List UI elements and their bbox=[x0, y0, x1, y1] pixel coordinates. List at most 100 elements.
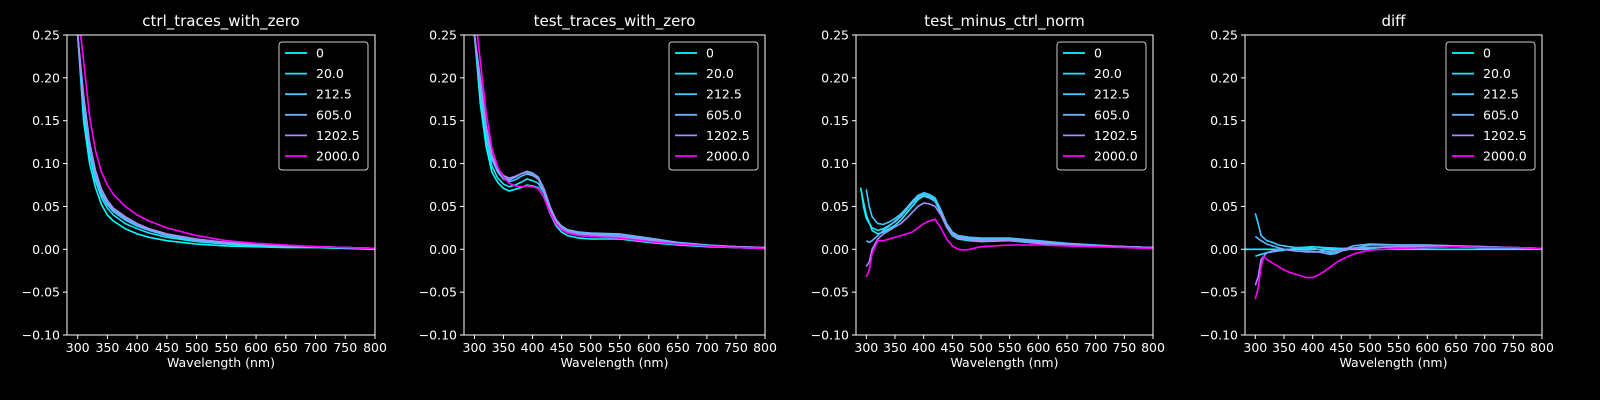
series-group bbox=[859, 187, 1153, 278]
x-tick-label: 750 bbox=[333, 340, 357, 355]
x-tick-label: 450 bbox=[1329, 340, 1353, 355]
chart-title: test_traces_with_zero bbox=[534, 12, 696, 31]
y-tick-label: 0.25 bbox=[429, 28, 457, 43]
y-tick-label: 0.00 bbox=[821, 242, 849, 257]
y-tick-label: 0.25 bbox=[821, 28, 849, 43]
legend-label: 2000.0 bbox=[706, 149, 750, 164]
x-axis-label: Wavelength (nm) bbox=[951, 355, 1059, 370]
x-tick-label: 350 bbox=[883, 340, 907, 355]
x-tick-label: 300 bbox=[1243, 340, 1267, 355]
chart-panel-1: 300 350 400 450 500 550 600 650 700 750 800 −0.10 −0… bbox=[22, 12, 387, 370]
y-tick-label: 0.20 bbox=[429, 70, 457, 85]
chart-title: test_minus_ctrl_norm bbox=[924, 12, 1085, 31]
y-tick-label: −0.10 bbox=[419, 328, 457, 343]
y-tick-label: 0.20 bbox=[32, 70, 60, 85]
x-tick-label: 600 bbox=[244, 340, 268, 355]
y-tick-label: 0.15 bbox=[821, 113, 849, 128]
legend-label: 1202.5 bbox=[1483, 128, 1527, 143]
legend-label: 212.5 bbox=[316, 87, 352, 102]
series-group bbox=[1245, 213, 1542, 300]
x-tick-label: 700 bbox=[695, 340, 719, 355]
y-tick-label: −0.05 bbox=[1200, 285, 1238, 300]
legend-label: 0 bbox=[1483, 46, 1491, 61]
y-tick-label: 0.15 bbox=[429, 113, 457, 128]
chart-panel-3: 300 350 400 450 500 550 600 650 700 750 800 −0.10 −0… bbox=[811, 12, 1165, 370]
legend-label: 20.0 bbox=[706, 66, 734, 81]
y-tick-label: −0.05 bbox=[22, 285, 60, 300]
x-tick-label: 500 bbox=[185, 340, 209, 355]
chart-panel-2: 300 350 400 450 500 550 600 650 700 750 800 −0.10 −0… bbox=[419, 12, 777, 370]
legend-label: 1202.5 bbox=[316, 128, 360, 143]
series-line-2000.0 bbox=[79, 35, 375, 250]
legend-label: 2000.0 bbox=[1483, 149, 1527, 164]
x-tick-label: 450 bbox=[155, 340, 179, 355]
axes-frame bbox=[855, 34, 1154, 336]
axes-frame bbox=[66, 34, 376, 336]
x-tick-label: 450 bbox=[550, 340, 574, 355]
x-tick-label: 600 bbox=[1026, 340, 1050, 355]
x-tick-label: 550 bbox=[1387, 340, 1411, 355]
legend: 0 20.0 212.5 605.0 1202.5 2000.0 bbox=[1056, 41, 1147, 171]
series-group bbox=[473, 35, 765, 250]
legend-label: 212.5 bbox=[1094, 87, 1130, 102]
y-tick-label: 0.25 bbox=[32, 28, 60, 43]
y-tick-label: 0.10 bbox=[429, 156, 457, 171]
legend-label: 605.0 bbox=[1483, 107, 1519, 122]
x-tick-label: 400 bbox=[125, 340, 149, 355]
legend-label: 20.0 bbox=[1094, 66, 1122, 81]
x-tick-label: 550 bbox=[998, 340, 1022, 355]
y-tick-label: 0.15 bbox=[32, 113, 60, 128]
y-tick-label: 0.20 bbox=[1210, 70, 1238, 85]
x-tick-label: 450 bbox=[940, 340, 964, 355]
x-tick-label: 800 bbox=[1530, 340, 1554, 355]
series-line-605.0 bbox=[865, 194, 1153, 249]
y-tick-label: 0.00 bbox=[429, 242, 457, 257]
legend-label: 1202.5 bbox=[1094, 128, 1138, 143]
chart-panel-4: 300 350 400 450 500 550 600 650 700 750 800 −0.10 −0… bbox=[1200, 12, 1554, 370]
y-tick-label: 0.15 bbox=[1210, 113, 1238, 128]
series-line-20.0 bbox=[76, 35, 375, 250]
legend-label: 0 bbox=[316, 46, 324, 61]
y-tick-label: 0.10 bbox=[1210, 156, 1238, 171]
series-line-1202.5 bbox=[865, 202, 1153, 267]
legend-label: 2000.0 bbox=[1094, 149, 1138, 164]
axes-frame bbox=[1244, 34, 1543, 336]
y-tick-label: −0.05 bbox=[811, 285, 849, 300]
x-tick-label: 350 bbox=[492, 340, 516, 355]
series-line-212.5 bbox=[865, 189, 1153, 249]
y-tick-label: −0.10 bbox=[22, 328, 60, 343]
x-tick-label: 650 bbox=[274, 340, 298, 355]
x-tick-label: 650 bbox=[666, 340, 690, 355]
legend-label: 0 bbox=[706, 46, 714, 61]
legend-label: 20.0 bbox=[1483, 66, 1511, 81]
x-tick-label: 800 bbox=[363, 340, 387, 355]
y-tick-label: −0.10 bbox=[1200, 328, 1238, 343]
y-tick-label: −0.05 bbox=[419, 285, 457, 300]
x-tick-label: 650 bbox=[1055, 340, 1079, 355]
x-tick-label: 500 bbox=[969, 340, 993, 355]
x-tick-label: 500 bbox=[1358, 340, 1382, 355]
legend: 0 20.0 212.5 605.0 1202.5 2000.0 bbox=[278, 41, 369, 171]
x-tick-label: 400 bbox=[1301, 340, 1325, 355]
legend-label: 1202.5 bbox=[706, 128, 750, 143]
legend-label: 212.5 bbox=[706, 87, 742, 102]
y-tick-label: 0.05 bbox=[1210, 199, 1238, 214]
x-tick-label: 400 bbox=[912, 340, 936, 355]
x-tick-label: 600 bbox=[637, 340, 661, 355]
y-tick-label: 0.00 bbox=[1210, 242, 1238, 257]
legend: 0 20.0 212.5 605.0 1202.5 2000.0 bbox=[1445, 41, 1536, 171]
x-tick-label: 300 bbox=[854, 340, 878, 355]
x-tick-label: 750 bbox=[1501, 340, 1525, 355]
x-axis-label: Wavelength (nm) bbox=[561, 355, 669, 370]
legend-label: 605.0 bbox=[316, 107, 352, 122]
x-tick-label: 800 bbox=[753, 340, 777, 355]
x-tick-label: 600 bbox=[1415, 340, 1439, 355]
x-tick-label: 400 bbox=[521, 340, 545, 355]
y-tick-label: 0.05 bbox=[429, 199, 457, 214]
series-line-2000.0 bbox=[865, 218, 1153, 278]
x-axis-label: Wavelength (nm) bbox=[1340, 355, 1448, 370]
legend: 0 20.0 212.5 605.0 1202.5 2000.0 bbox=[668, 41, 759, 171]
x-tick-label: 650 bbox=[1444, 340, 1468, 355]
y-tick-label: 0.00 bbox=[32, 242, 60, 257]
